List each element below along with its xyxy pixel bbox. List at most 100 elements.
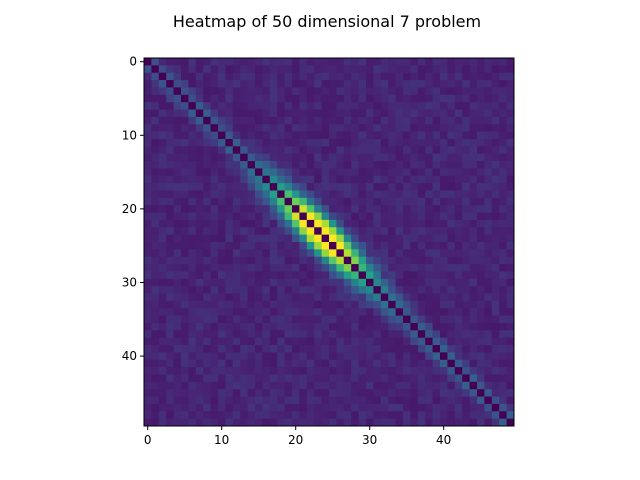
heatmap-cell — [188, 308, 197, 316]
heatmap-cell — [366, 197, 374, 206]
heatmap-cell — [240, 359, 248, 368]
heatmap-cell — [166, 330, 174, 339]
heatmap-cell — [240, 183, 248, 191]
heatmap-cell — [484, 403, 493, 412]
heatmap-cell — [358, 183, 367, 191]
heatmap-cell — [225, 264, 234, 272]
heatmap-cell — [225, 161, 234, 169]
heatmap-cell — [284, 80, 293, 88]
heatmap-cell — [166, 227, 174, 236]
y-tick-label: 40 — [122, 349, 137, 363]
heatmap-cell — [188, 94, 197, 103]
heatmap-cell — [188, 58, 197, 66]
heatmap-cell — [181, 300, 189, 309]
heatmap-cell — [203, 389, 211, 397]
heatmap-cell — [195, 389, 204, 397]
heatmap-cell — [343, 242, 352, 250]
heatmap-cell — [292, 315, 300, 324]
heatmap-cell — [417, 278, 426, 287]
heatmap-cell — [240, 381, 248, 390]
heatmap-cell — [321, 72, 330, 81]
heatmap-cell — [144, 286, 152, 294]
heatmap-cell — [403, 116, 411, 125]
heatmap-cell — [166, 337, 174, 346]
heatmap-cell — [218, 264, 226, 272]
heatmap-cell — [491, 293, 500, 302]
heatmap-cell — [417, 168, 426, 177]
heatmap-cell — [269, 227, 278, 236]
heatmap-cell — [373, 242, 382, 250]
heatmap-cell — [454, 94, 463, 103]
heatmap-cell — [477, 293, 485, 302]
heatmap-cell — [366, 264, 374, 272]
heatmap-cell — [499, 286, 507, 294]
heatmap-cell — [343, 256, 352, 265]
heatmap-cell — [203, 205, 211, 213]
heatmap-cell — [232, 293, 241, 302]
heatmap-cell — [491, 87, 500, 96]
heatmap-cell — [144, 418, 152, 427]
heatmap-cell — [380, 396, 389, 405]
heatmap-cell — [262, 227, 271, 236]
heatmap-cell — [232, 168, 241, 177]
heatmap-cell — [484, 293, 493, 302]
heatmap-cell — [425, 308, 433, 316]
heatmap-cell — [432, 138, 441, 147]
heatmap-cell — [181, 322, 189, 331]
heatmap-cell — [425, 315, 433, 324]
heatmap-cell — [306, 212, 315, 221]
heatmap-cell — [195, 94, 204, 103]
heatmap-cell — [255, 330, 263, 339]
heatmap-cell — [403, 293, 411, 302]
heatmap-cell — [255, 65, 263, 74]
heatmap-cell — [447, 374, 456, 383]
heatmap-cell — [410, 352, 419, 361]
heatmap-cell — [292, 168, 300, 177]
heatmap-cell — [403, 175, 411, 184]
heatmap-cell — [188, 161, 197, 169]
heatmap-cell — [188, 190, 197, 199]
heatmap-cell — [188, 168, 197, 177]
heatmap-cell — [255, 138, 263, 147]
heatmap-cell — [403, 146, 411, 155]
heatmap-cell — [336, 212, 345, 221]
heatmap-cell — [329, 300, 337, 309]
heatmap-cell — [462, 102, 470, 110]
heatmap-cell — [240, 234, 248, 243]
heatmap-cell — [403, 197, 411, 206]
heatmap-cell — [329, 374, 337, 383]
heatmap-cell — [425, 234, 433, 243]
heatmap-cell — [351, 330, 359, 339]
heatmap-cell — [262, 161, 271, 169]
heatmap-cell — [447, 315, 456, 324]
heatmap-cell — [195, 87, 204, 96]
heatmap-cell — [225, 183, 234, 191]
heatmap-cell — [351, 138, 359, 147]
heatmap-cell — [269, 367, 278, 375]
heatmap-cell — [358, 65, 367, 74]
heatmap-cell — [454, 87, 463, 96]
heatmap-cell — [447, 352, 456, 361]
heatmap-cell — [277, 190, 285, 199]
heatmap-cell — [247, 109, 256, 118]
heatmap-cells — [144, 58, 515, 427]
heatmap-cell — [380, 190, 389, 199]
heatmap-cell — [232, 352, 241, 361]
heatmap-cell — [240, 168, 248, 177]
heatmap-cell — [151, 72, 160, 81]
heatmap-cell — [336, 131, 345, 140]
heatmap-cell — [395, 109, 404, 118]
heatmap-cell — [299, 367, 308, 375]
heatmap-cell — [343, 72, 352, 81]
heatmap-cell — [432, 94, 441, 103]
heatmap-cell — [232, 374, 241, 383]
heatmap-cell — [203, 256, 211, 265]
heatmap-cell — [440, 345, 448, 353]
heatmap-cell — [195, 315, 204, 324]
heatmap-cell — [484, 219, 493, 228]
heatmap-cell — [447, 131, 456, 140]
heatmap-cell — [262, 264, 271, 272]
heatmap-cell — [425, 242, 433, 250]
heatmap-cell — [203, 367, 211, 375]
heatmap-cell — [181, 58, 189, 66]
